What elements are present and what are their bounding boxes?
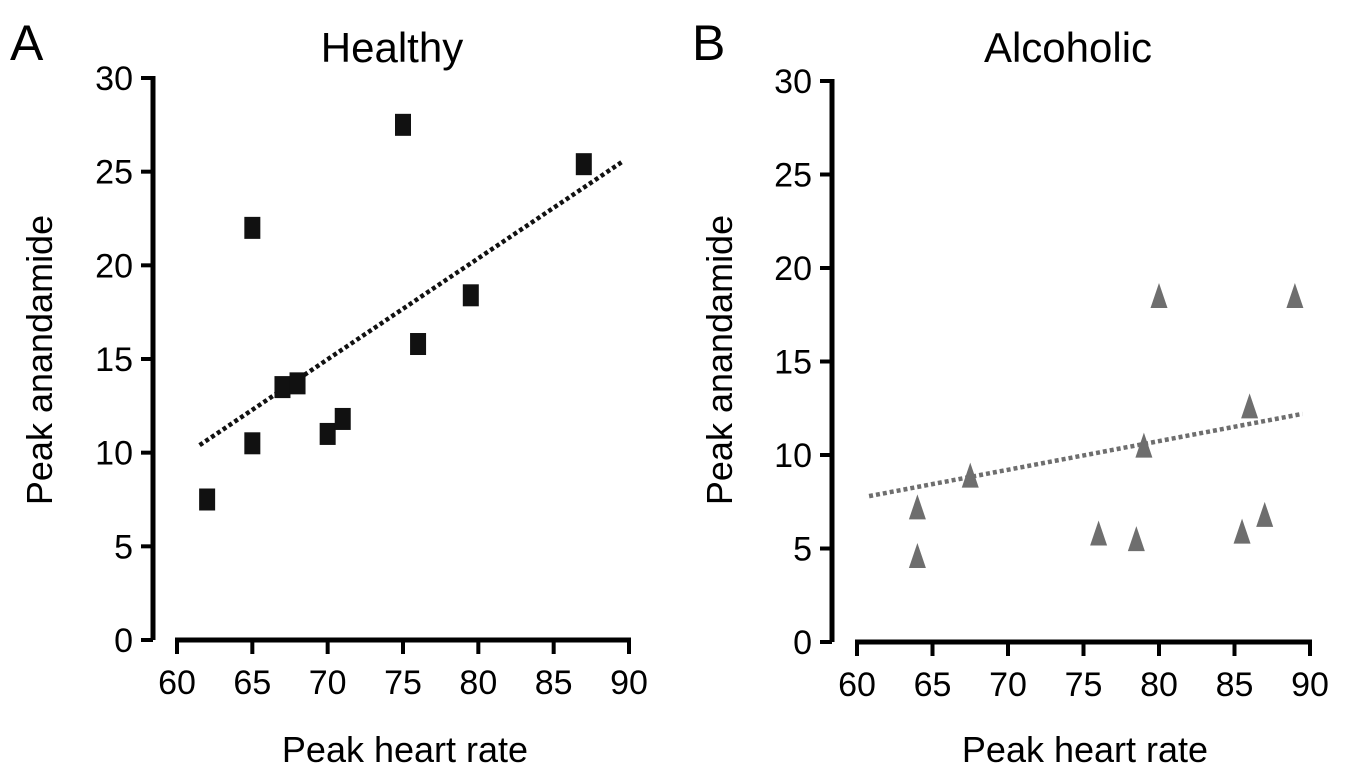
data-point (1135, 432, 1153, 458)
data-point (1233, 518, 1251, 544)
y-tick-label: 30 (95, 60, 133, 98)
y-tick-label: 0 (793, 624, 812, 662)
x-tick-label: 65 (233, 664, 271, 702)
x-tick-label: 80 (1140, 666, 1178, 704)
ticks: 0 5 10 15 20 25 30 60 65 70 75 80 85 90 (95, 60, 648, 702)
x-tick-label: 85 (1216, 666, 1254, 704)
data-point (1256, 501, 1274, 527)
data-point (1127, 526, 1145, 552)
data-point (319, 422, 336, 445)
y-tick-label: 15 (95, 341, 133, 379)
axes (829, 79, 1312, 645)
data-point (1286, 283, 1304, 309)
panel-label: B (692, 15, 725, 71)
x-tick-label: 75 (1065, 666, 1103, 704)
x-tick-label: 90 (1291, 666, 1329, 704)
y-tick-label: 10 (95, 435, 133, 473)
axes (150, 76, 631, 643)
data-point (395, 113, 411, 136)
trendline (198, 160, 623, 448)
x-tick-label: 60 (158, 664, 196, 702)
y-tick-label: 20 (95, 247, 133, 285)
data-point (334, 407, 351, 430)
x-axis-title: Peak heart rate (962, 729, 1208, 770)
x-tick-label: 90 (610, 664, 648, 702)
trendline-group (198, 160, 623, 448)
data-point (410, 333, 427, 356)
ticks: 0 5 10 15 20 25 30 60 65 70 75 80 85 90 (774, 63, 1329, 704)
data-point (289, 372, 306, 395)
data-point (244, 216, 261, 239)
x-tick-label: 70 (309, 664, 347, 702)
x-tick-label: 75 (384, 664, 422, 702)
chart-title: Healthy (321, 24, 463, 71)
y-tick-label: 30 (774, 63, 812, 101)
chart-title: Alcoholic (984, 24, 1152, 71)
x-tick-label: 60 (838, 666, 876, 704)
trendline-group (868, 411, 1303, 499)
data-point (244, 432, 261, 455)
data-point (199, 488, 216, 511)
data-point (575, 153, 592, 176)
y-tick-label: 10 (774, 437, 812, 475)
panel-label: A (10, 15, 44, 71)
y-tick-label: 20 (774, 250, 812, 288)
data-point (1150, 283, 1168, 309)
panel-a: A Healthy 0 5 10 15 20 25 30 60 65 70 75 80 85 90 Pea… (10, 15, 648, 770)
x-tick-label: 80 (459, 664, 497, 702)
panel-b: B Alcoholic 0 5 10 15 20 25 30 60 65 70 75 80 85 90 P… (692, 15, 1329, 770)
data-point (1090, 520, 1108, 546)
y-tick-label: 25 (774, 157, 812, 195)
y-axis-title: Peak anandamide (699, 215, 740, 505)
x-axis-title: Peak heart rate (282, 729, 528, 770)
x-tick-label: 70 (989, 666, 1027, 704)
data-points (908, 283, 1304, 568)
data-point (961, 462, 979, 488)
x-tick-label: 65 (914, 666, 952, 704)
data-point (1241, 393, 1259, 419)
y-tick-label: 25 (95, 154, 133, 192)
x-tick-label: 85 (535, 664, 573, 702)
data-points (199, 113, 592, 511)
data-point (274, 376, 291, 399)
data-point (908, 542, 926, 568)
y-axis-title: Peak anandamide (19, 215, 60, 505)
y-tick-label: 0 (114, 622, 133, 660)
y-tick-label: 5 (114, 528, 133, 566)
data-point (462, 284, 479, 307)
data-point (908, 494, 926, 520)
trendline (868, 411, 1303, 499)
y-tick-label: 15 (774, 344, 812, 382)
y-tick-label: 5 (793, 531, 812, 569)
